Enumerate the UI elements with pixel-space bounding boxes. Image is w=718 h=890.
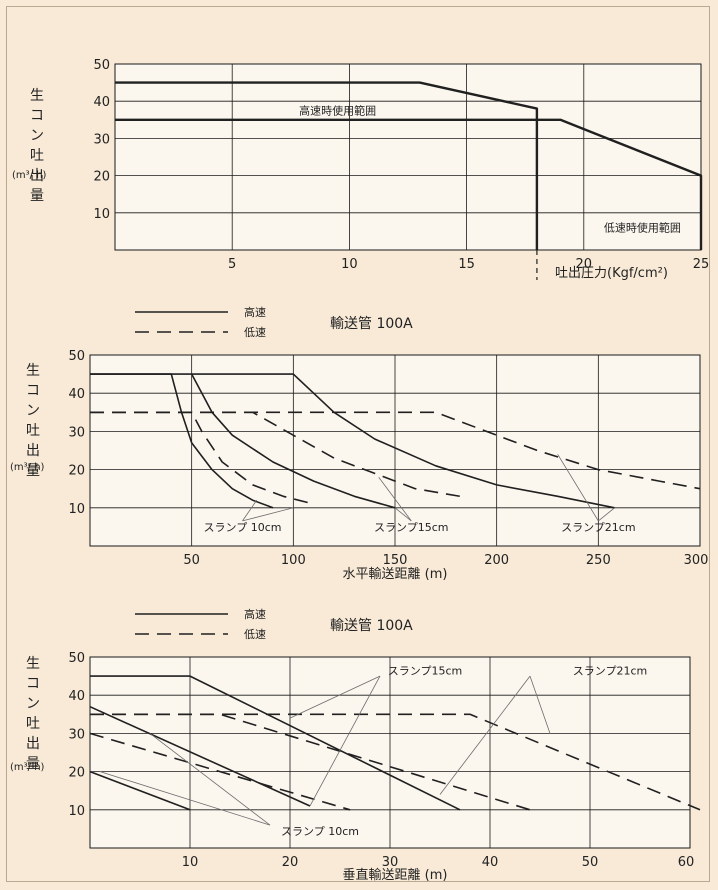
legend-dashed-label: 低速 [244, 628, 266, 641]
x-tick-label: 150 [383, 553, 408, 568]
legend-solid-label: 高速 [244, 607, 266, 621]
x-tick-label: 20 [282, 855, 299, 870]
annotation-pointer [598, 507, 615, 522]
legend-solid-label: 高速 [244, 305, 266, 319]
y-tick-label: 20 [93, 170, 110, 185]
x-axis-label: 吐出圧力(Kgf/cm²) [555, 266, 668, 281]
series-line-6 [90, 713, 701, 811]
x-tick-label: 5 [228, 257, 236, 272]
series-line-2 [89, 705, 311, 807]
series-line-3 [90, 373, 615, 509]
annotation-label: 高速時使用範囲 [299, 104, 376, 118]
annotation-label: スランプ15cm [374, 521, 448, 534]
x-tick-label: 50 [183, 553, 200, 568]
annotation-label: スランプ15cm [388, 664, 462, 677]
y-tick-label: 10 [68, 804, 85, 819]
y-axis-unit: (m³/ h) [10, 462, 45, 473]
annotation-label: スランプ21cm [561, 521, 635, 534]
annotation-pointer [149, 733, 271, 826]
annotation-label: スランプ 10cm [204, 521, 282, 534]
series-line-3 [90, 675, 461, 811]
y-axis-label-char: コ [30, 108, 44, 124]
y-tick-label: 10 [68, 502, 85, 517]
x-tick-label: 10 [182, 855, 199, 870]
y-tick-label: 20 [68, 464, 85, 479]
y-axis-label-char: 量 [26, 756, 40, 772]
annotation-pointer [529, 675, 551, 734]
x-tick-label: 10 [341, 257, 358, 272]
x-tick-label: 200 [484, 553, 509, 568]
x-tick-label: 100 [281, 553, 306, 568]
pipe-label: 輸送管 100A [330, 316, 413, 332]
y-tick-label: 40 [68, 689, 85, 704]
y-tick-label: 30 [93, 132, 110, 147]
figure-frame [6, 6, 710, 882]
y-axis-label-char: 量 [30, 188, 44, 204]
x-tick-label: 250 [586, 553, 611, 568]
y-axis-label-char: 出 [26, 443, 40, 459]
series-line-1 [89, 770, 191, 811]
y-tick-label: 20 [68, 766, 85, 781]
y-tick-label: 10 [93, 207, 110, 222]
series-line-1 [90, 373, 274, 509]
annotation-pointer [557, 454, 599, 522]
x-tick-label: 60 [678, 855, 695, 870]
annotation-label: スランプ21cm [573, 664, 647, 677]
x-tick-label: 30 [382, 855, 399, 870]
annotation-label: 低速時使用範囲 [604, 221, 681, 235]
annotation-pointer [289, 675, 381, 719]
annotation-pointer [242, 507, 294, 522]
y-tick-label: 40 [93, 95, 110, 110]
series-line-4 [89, 732, 351, 811]
y-axis-label-char: コ [26, 676, 40, 692]
y-tick-label: 50 [68, 349, 85, 364]
x-axis-label: 垂直輸送距離 (m) [343, 868, 448, 883]
y-axis-label-char: ン [26, 403, 40, 419]
y-tick-label: 40 [68, 387, 85, 402]
plot-area-1 [114, 63, 702, 251]
annotation-pointer [394, 507, 412, 522]
legend-dashed-label: 低速 [244, 326, 266, 339]
y-axis-label-char: ン [26, 696, 40, 712]
y-tick-label: 50 [93, 58, 110, 73]
series-line-6 [90, 411, 701, 490]
x-tick-label: 300 [684, 553, 709, 568]
y-axis-unit: (m³/ h) [12, 170, 47, 181]
annotation-pointer [242, 499, 258, 522]
y-tick-label: 30 [68, 425, 85, 440]
x-tick-label: 25 [693, 257, 710, 272]
y-axis-label-char: ン [30, 128, 44, 144]
y-axis-unit: (m³/ h) [10, 762, 45, 773]
series-line-2 [115, 118, 703, 250]
annotation-label: スランプ 10cm [281, 825, 359, 838]
y-axis-label-char: 生 [26, 656, 40, 672]
x-axis-label: 水平輸送距離 (m) [343, 567, 448, 582]
annotation-pointer [439, 675, 531, 795]
y-axis-label-char: 量 [26, 463, 40, 479]
y-axis-label-char: 出 [30, 168, 44, 184]
y-tick-label: 30 [68, 727, 85, 742]
y-axis-label-char: 吐 [30, 148, 44, 164]
y-axis-label-char: 出 [26, 736, 40, 752]
y-axis-label-char: 生 [30, 88, 44, 104]
x-tick-label: 50 [582, 855, 599, 870]
annotation-pointer [378, 477, 412, 522]
x-tick-label: 40 [482, 855, 499, 870]
y-tick-label: 50 [68, 651, 85, 666]
x-tick-label: 15 [458, 257, 475, 272]
annotation-pointer [99, 771, 271, 826]
annotation-pointer [309, 675, 381, 807]
x-tick-label: 20 [576, 257, 593, 272]
pipe-label: 輸送管 100A [330, 618, 413, 634]
series-line-1 [115, 81, 539, 250]
y-axis-label-char: 吐 [26, 423, 40, 439]
y-axis-label-char: 生 [26, 363, 40, 379]
y-axis-label-char: コ [26, 383, 40, 399]
y-axis-label-char: 吐 [26, 716, 40, 732]
